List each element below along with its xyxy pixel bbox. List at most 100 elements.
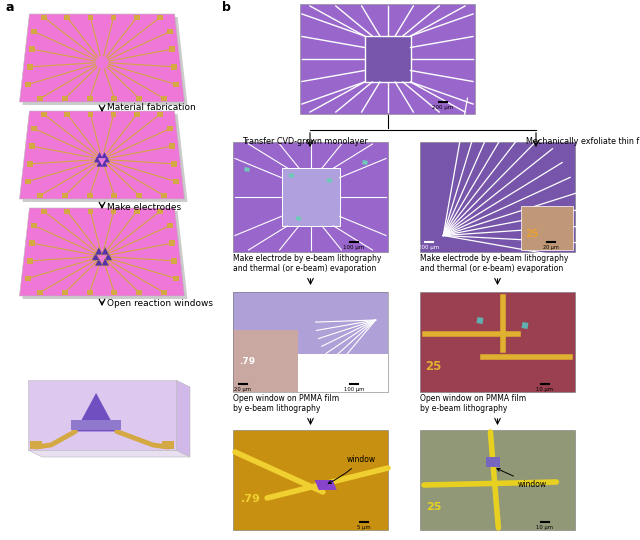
Bar <box>25 179 31 184</box>
Polygon shape <box>28 450 190 457</box>
Bar <box>111 96 117 102</box>
Polygon shape <box>22 17 188 105</box>
Bar <box>486 457 500 467</box>
Bar <box>62 289 68 295</box>
Bar <box>171 258 177 264</box>
Bar <box>233 430 388 530</box>
Bar <box>136 96 142 102</box>
Bar <box>88 15 93 21</box>
Polygon shape <box>92 252 100 260</box>
Bar <box>157 15 163 21</box>
Text: Material fabrication: Material fabrication <box>107 104 196 112</box>
Polygon shape <box>104 252 113 260</box>
Polygon shape <box>326 178 333 183</box>
Polygon shape <box>101 258 109 266</box>
Bar <box>42 15 47 21</box>
Bar <box>27 258 33 264</box>
Bar <box>134 208 140 214</box>
Text: Make electrodes: Make electrodes <box>107 202 181 212</box>
Bar <box>161 289 167 295</box>
Polygon shape <box>101 247 109 255</box>
Bar <box>171 64 177 70</box>
Bar <box>65 208 70 214</box>
Bar <box>29 143 35 149</box>
Polygon shape <box>97 152 102 158</box>
Text: 25: 25 <box>426 502 442 512</box>
Text: 100 μm: 100 μm <box>344 387 364 392</box>
Bar <box>25 275 31 281</box>
Bar <box>171 161 177 167</box>
Bar <box>169 143 175 149</box>
Text: Open reaction windows: Open reaction windows <box>107 299 213 307</box>
Bar <box>169 240 175 246</box>
Bar <box>173 82 179 87</box>
Polygon shape <box>22 114 188 202</box>
Bar <box>31 222 37 228</box>
Bar <box>420 430 575 530</box>
Text: Open window on PMMA film
by e-beam lithography: Open window on PMMA film by e-beam litho… <box>420 394 526 414</box>
Bar <box>111 289 117 295</box>
Text: .79: .79 <box>241 494 261 504</box>
Text: 20 μm: 20 μm <box>543 245 559 250</box>
Bar <box>37 193 43 198</box>
Bar <box>233 292 388 354</box>
Bar <box>365 36 410 82</box>
Polygon shape <box>102 161 108 167</box>
Bar <box>65 112 70 117</box>
Bar <box>87 96 93 102</box>
Bar <box>87 193 93 198</box>
Bar <box>161 96 167 102</box>
Text: Transfer CVD-grown monolayer: Transfer CVD-grown monolayer <box>242 138 368 146</box>
Bar <box>29 240 35 246</box>
Bar <box>136 193 142 198</box>
Bar <box>136 289 142 295</box>
Text: window: window <box>328 455 376 483</box>
Bar <box>31 29 37 35</box>
Bar <box>233 292 388 392</box>
Bar <box>71 420 121 429</box>
Bar <box>111 112 116 117</box>
Text: Open window on PMMA film
by e-beam lithography: Open window on PMMA film by e-beam litho… <box>233 394 339 414</box>
Bar <box>157 208 163 214</box>
Text: Mechanically exfoliate thin flake: Mechanically exfoliate thin flake <box>526 138 640 146</box>
Text: 200 μm: 200 μm <box>419 245 440 250</box>
Bar <box>134 112 140 117</box>
Bar <box>111 193 117 198</box>
Polygon shape <box>104 157 110 163</box>
Bar <box>300 4 475 114</box>
Bar <box>420 292 575 392</box>
Polygon shape <box>315 480 337 490</box>
Bar <box>42 208 47 214</box>
Text: .79: .79 <box>239 357 255 366</box>
Bar <box>37 96 43 102</box>
Polygon shape <box>95 258 103 266</box>
Bar <box>420 142 575 252</box>
Polygon shape <box>362 160 368 165</box>
Polygon shape <box>522 322 529 329</box>
Bar <box>233 330 298 392</box>
Bar <box>62 96 68 102</box>
Polygon shape <box>28 380 176 450</box>
Bar <box>37 289 43 295</box>
Text: 25: 25 <box>525 229 538 239</box>
Text: 5 μm: 5 μm <box>357 525 371 530</box>
Polygon shape <box>19 111 184 199</box>
Text: 200 μm: 200 μm <box>433 105 454 110</box>
Polygon shape <box>95 247 103 255</box>
Bar <box>30 441 42 449</box>
Text: Make electrode by e-beam lithography
and thermal (or e-beam) evaporation: Make electrode by e-beam lithography and… <box>233 254 381 273</box>
Polygon shape <box>76 393 116 431</box>
Bar <box>167 29 173 35</box>
Bar <box>25 82 31 87</box>
Bar <box>111 208 116 214</box>
Bar <box>161 193 167 198</box>
Polygon shape <box>97 161 102 167</box>
Text: b: b <box>222 1 231 14</box>
Bar <box>521 206 573 250</box>
Polygon shape <box>19 14 184 102</box>
Text: 10 μm: 10 μm <box>536 387 554 392</box>
Bar <box>169 46 175 52</box>
Polygon shape <box>19 208 184 296</box>
Bar <box>29 46 35 52</box>
Bar <box>42 112 47 117</box>
